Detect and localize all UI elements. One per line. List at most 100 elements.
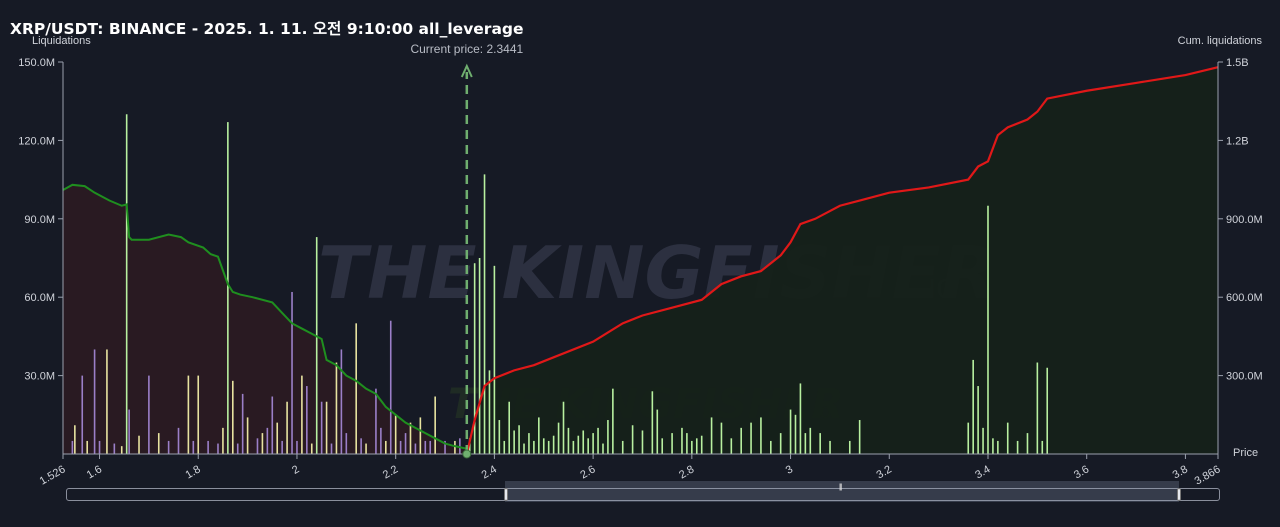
bar-long (567, 427, 570, 454)
bar-long (804, 433, 807, 454)
bar-long (498, 420, 501, 454)
bar-short (306, 386, 308, 454)
bar-long (597, 427, 599, 454)
x-tick-label: 3 (784, 463, 795, 476)
bar-long (710, 417, 713, 454)
bar-short (125, 114, 128, 455)
bar-long (523, 443, 525, 454)
bar-short (167, 440, 170, 454)
bar-short (429, 440, 432, 454)
bar-long (557, 422, 560, 454)
range-scrollbar-thumb[interactable] (505, 481, 1179, 502)
bar-long (829, 440, 831, 454)
bar-short (231, 380, 234, 454)
bar-short (380, 427, 382, 454)
bar-short (138, 435, 140, 454)
x-tick-label: 2 (290, 463, 301, 476)
bar-long (488, 370, 491, 454)
bar-long (770, 440, 772, 454)
bar-short (148, 375, 150, 454)
bar-short (389, 320, 392, 454)
bar-short (394, 414, 397, 454)
bar-short (291, 291, 293, 454)
bar-short (375, 388, 377, 454)
bar-long (478, 258, 481, 454)
x-tick-label: 1.6 (85, 463, 104, 481)
bar-long (582, 430, 585, 454)
bar-long (695, 438, 698, 454)
bar-long (1006, 422, 1009, 454)
bar-long (681, 427, 683, 454)
bar-short (365, 443, 367, 454)
bar-long (730, 438, 733, 454)
bar-short (414, 443, 417, 454)
bar-long (518, 425, 520, 454)
bar-short (301, 375, 303, 454)
x-tick-label: 3.866 (1193, 463, 1223, 487)
bar-long (686, 433, 688, 454)
bar-short (128, 409, 130, 454)
bar-short (444, 440, 446, 454)
bar-long (997, 440, 999, 454)
bar-short (256, 438, 259, 454)
bar-short (459, 438, 461, 454)
x-tick-label: 2.8 (677, 463, 696, 481)
x-tick-label: 3.4 (973, 463, 992, 481)
current-price-dot (462, 449, 472, 459)
y-axis-label-right: Cum. liquidations (1177, 35, 1262, 47)
y-tick-label-left: 90.0M (24, 214, 55, 226)
bar-short (281, 440, 283, 454)
bar-long (661, 438, 664, 454)
bar-long (671, 433, 673, 454)
range-grip-icon[interactable]: ||| (839, 484, 843, 491)
bar-short (74, 425, 76, 454)
bar-short (399, 440, 402, 454)
current-price-label: Current price: 2.3441 (410, 42, 523, 56)
bar-short (419, 417, 422, 454)
bar-short (286, 401, 288, 454)
bar-short (385, 440, 387, 454)
bar-long (656, 409, 659, 454)
range-handle-right[interactable] (1177, 488, 1181, 501)
bar-short (222, 427, 224, 454)
bar-long (473, 263, 476, 454)
range-scrollbar[interactable] (66, 488, 1220, 501)
bar-long (631, 425, 634, 454)
y-tick-label-left: 60.0M (24, 292, 55, 304)
y-tick-label-right: 600.0M (1226, 292, 1263, 304)
bar-short (86, 440, 88, 454)
bar-long (641, 430, 644, 454)
bar-long (513, 430, 515, 454)
bar-long (607, 420, 609, 454)
bar-short (310, 443, 313, 454)
bar-long (691, 440, 693, 454)
bar-long (651, 391, 654, 454)
bar-short (340, 349, 343, 454)
bar-long (621, 440, 624, 454)
bar-long (967, 422, 970, 454)
bar-short (157, 433, 160, 454)
bar-long (528, 433, 530, 454)
x-axis-label: Price (1233, 447, 1259, 459)
bar-short (71, 440, 74, 454)
bar-short (335, 362, 338, 454)
bar-short (81, 375, 84, 454)
bar-long (982, 427, 984, 454)
bar-short (236, 443, 239, 454)
bar-short (345, 433, 348, 454)
y-axis-label-left: Liquidations (32, 35, 91, 47)
range-handle-left[interactable] (504, 488, 508, 501)
bar-long (547, 440, 550, 454)
bar-short (197, 375, 200, 454)
x-tick-label: 2.6 (578, 463, 597, 481)
bar-long (1026, 433, 1029, 454)
bar-long (972, 359, 974, 454)
bar-short (271, 396, 274, 454)
y-tick-label-right: 1.5B (1226, 57, 1249, 69)
bar-short (325, 401, 328, 454)
x-tick-label: 3.6 (1072, 463, 1091, 481)
bar-long (819, 433, 821, 454)
bar-short (454, 440, 456, 454)
bar-short (296, 440, 298, 454)
bar-short (177, 427, 180, 454)
